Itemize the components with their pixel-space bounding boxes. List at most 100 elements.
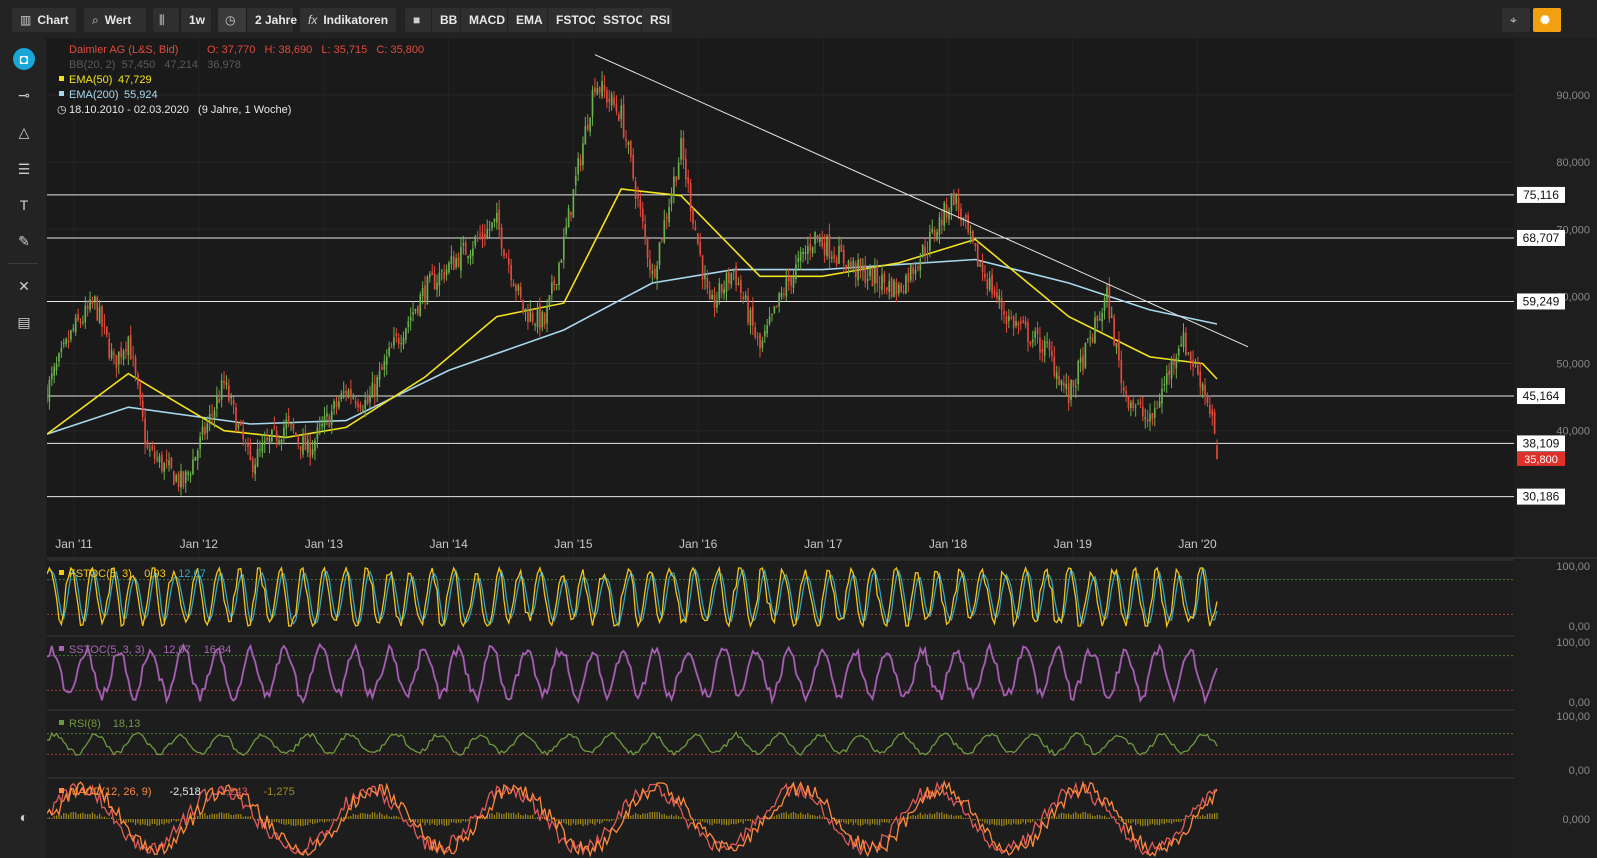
fib-icon[interactable]: ☰ [17,161,31,177]
candle-body [409,317,412,321]
indicator-fstoc-button[interactable]: FSTOC [548,8,596,32]
indicator-ema-button[interactable]: EMA [508,8,547,32]
candle-body [507,257,510,265]
candle-body [338,401,340,408]
candle-body [840,244,843,253]
legend-ohlc: O: 37,770 H: 38,690 L: 35,715 C: 35,800 [207,44,424,56]
candle-body [606,90,608,103]
indicator-macd-button[interactable]: MACD [461,8,507,32]
pencil-icon[interactable]: ✎ [18,233,30,249]
candle-body [309,442,312,458]
candle-body [275,431,278,442]
search-icon: ⌕ [92,13,99,27]
candle-body [718,282,721,300]
candle-body [814,231,816,245]
candle-body [960,208,962,221]
candle-body [883,273,886,284]
triangle-icon[interactable]: △ [18,124,30,140]
contrast-icon[interactable]: ◐ [19,809,29,825]
candle-body [668,207,670,223]
candle-body [1113,317,1115,346]
candlestick-button[interactable]: ⫼ [153,8,179,32]
x-tick-label: Jan '20 [1178,537,1217,551]
candle-body [692,209,694,224]
candle-body [1008,316,1010,322]
indicator-panels: FSTOC(5, 3) 0,93 12,07 SSTOC(5, 3, 3) 12,07 1… [47,559,1597,858]
candle-body [450,256,453,264]
fstoc-k-line [47,565,1218,629]
candle-body [531,312,534,322]
candle-body [1197,364,1199,375]
candle-body [804,252,807,254]
candle-body [445,269,448,275]
candle-body [723,288,725,295]
legend-ema50-value: 47,729 [118,74,152,86]
clock-button[interactable]: ◷ [218,8,246,32]
candle-body [388,347,390,356]
candle-body [476,237,479,239]
candle-body [567,208,570,228]
candle-body [976,244,979,267]
candle-body [74,317,77,333]
candle-body [144,418,146,444]
value-button[interactable]: ⌕ Wert [84,8,146,32]
candle-body [728,272,730,283]
candle-body [823,242,826,256]
candle-body [285,419,288,429]
line-tool-icon[interactable]: ⊸ [18,87,30,103]
candle-body [378,370,381,380]
crosshair-icon: ⌖ [1510,13,1517,27]
candle-body [797,258,800,263]
candle-body [364,399,367,409]
candle-body [665,217,668,219]
settings-icon: ✺ [1540,13,1551,27]
candle-body [1051,351,1053,357]
candle-body [625,138,627,142]
candle-body [536,308,539,327]
settings-button[interactable]: ✺ [1533,8,1561,32]
chart-button[interactable]: ▥ Chart [12,8,76,32]
candle-body [579,159,582,166]
candle-body [548,295,551,307]
candle-body [84,305,87,323]
candle-body [290,423,292,425]
candle-body [335,401,338,407]
list-icon[interactable]: ▤ [17,314,31,330]
level-label-box [1517,388,1565,405]
candle-body [641,208,644,222]
candle-body [749,309,752,325]
candle-body [316,427,319,440]
candle-body [493,218,496,222]
candle-body [974,243,977,247]
legend-ema50: EMA(50) [69,74,112,86]
candle-body [1144,417,1147,419]
main-legend: Daimler AG (L&S, Bid) O: 37,770 H: 38,69… [57,44,424,116]
interval-button[interactable]: 1w [181,8,211,32]
range-button[interactable]: 2 Jahre [247,8,297,32]
candle-body [515,285,517,292]
indicator-sstoc-button[interactable]: SSTOC [595,8,644,32]
panel-legend-name: SSTOC(5, 3, 3) [69,644,145,656]
indicators-button[interactable]: fx Indikatoren [300,8,396,32]
candle-body [486,229,489,238]
candle-body [699,242,702,255]
tools-icon[interactable]: ✕ [18,278,30,294]
bookmark-button[interactable]: ■ [405,8,431,32]
candle-body [50,373,53,380]
indicator-bb-button[interactable]: BB [432,8,460,32]
camera-icon[interactable]: ◘ [13,48,35,70]
candle-body [60,347,63,352]
candle-body [443,271,446,279]
candle-body [452,256,455,270]
candle-body [991,274,993,294]
text-tool-icon[interactable]: T [19,197,29,213]
indicator-rsi-button[interactable]: RSI [642,8,672,32]
candle-body [582,143,584,166]
chart-area[interactable]: FSTOC(5, 3) 0,93 12,07 SSTOC(5, 3, 3) 12,07 1… [47,38,1597,858]
candle-body [436,282,438,290]
candle-body [1024,320,1027,326]
crosshair-button[interactable]: ⌖ [1502,8,1530,32]
candle-body [278,440,280,444]
candle-body [1122,387,1125,391]
candle-body [962,217,965,219]
